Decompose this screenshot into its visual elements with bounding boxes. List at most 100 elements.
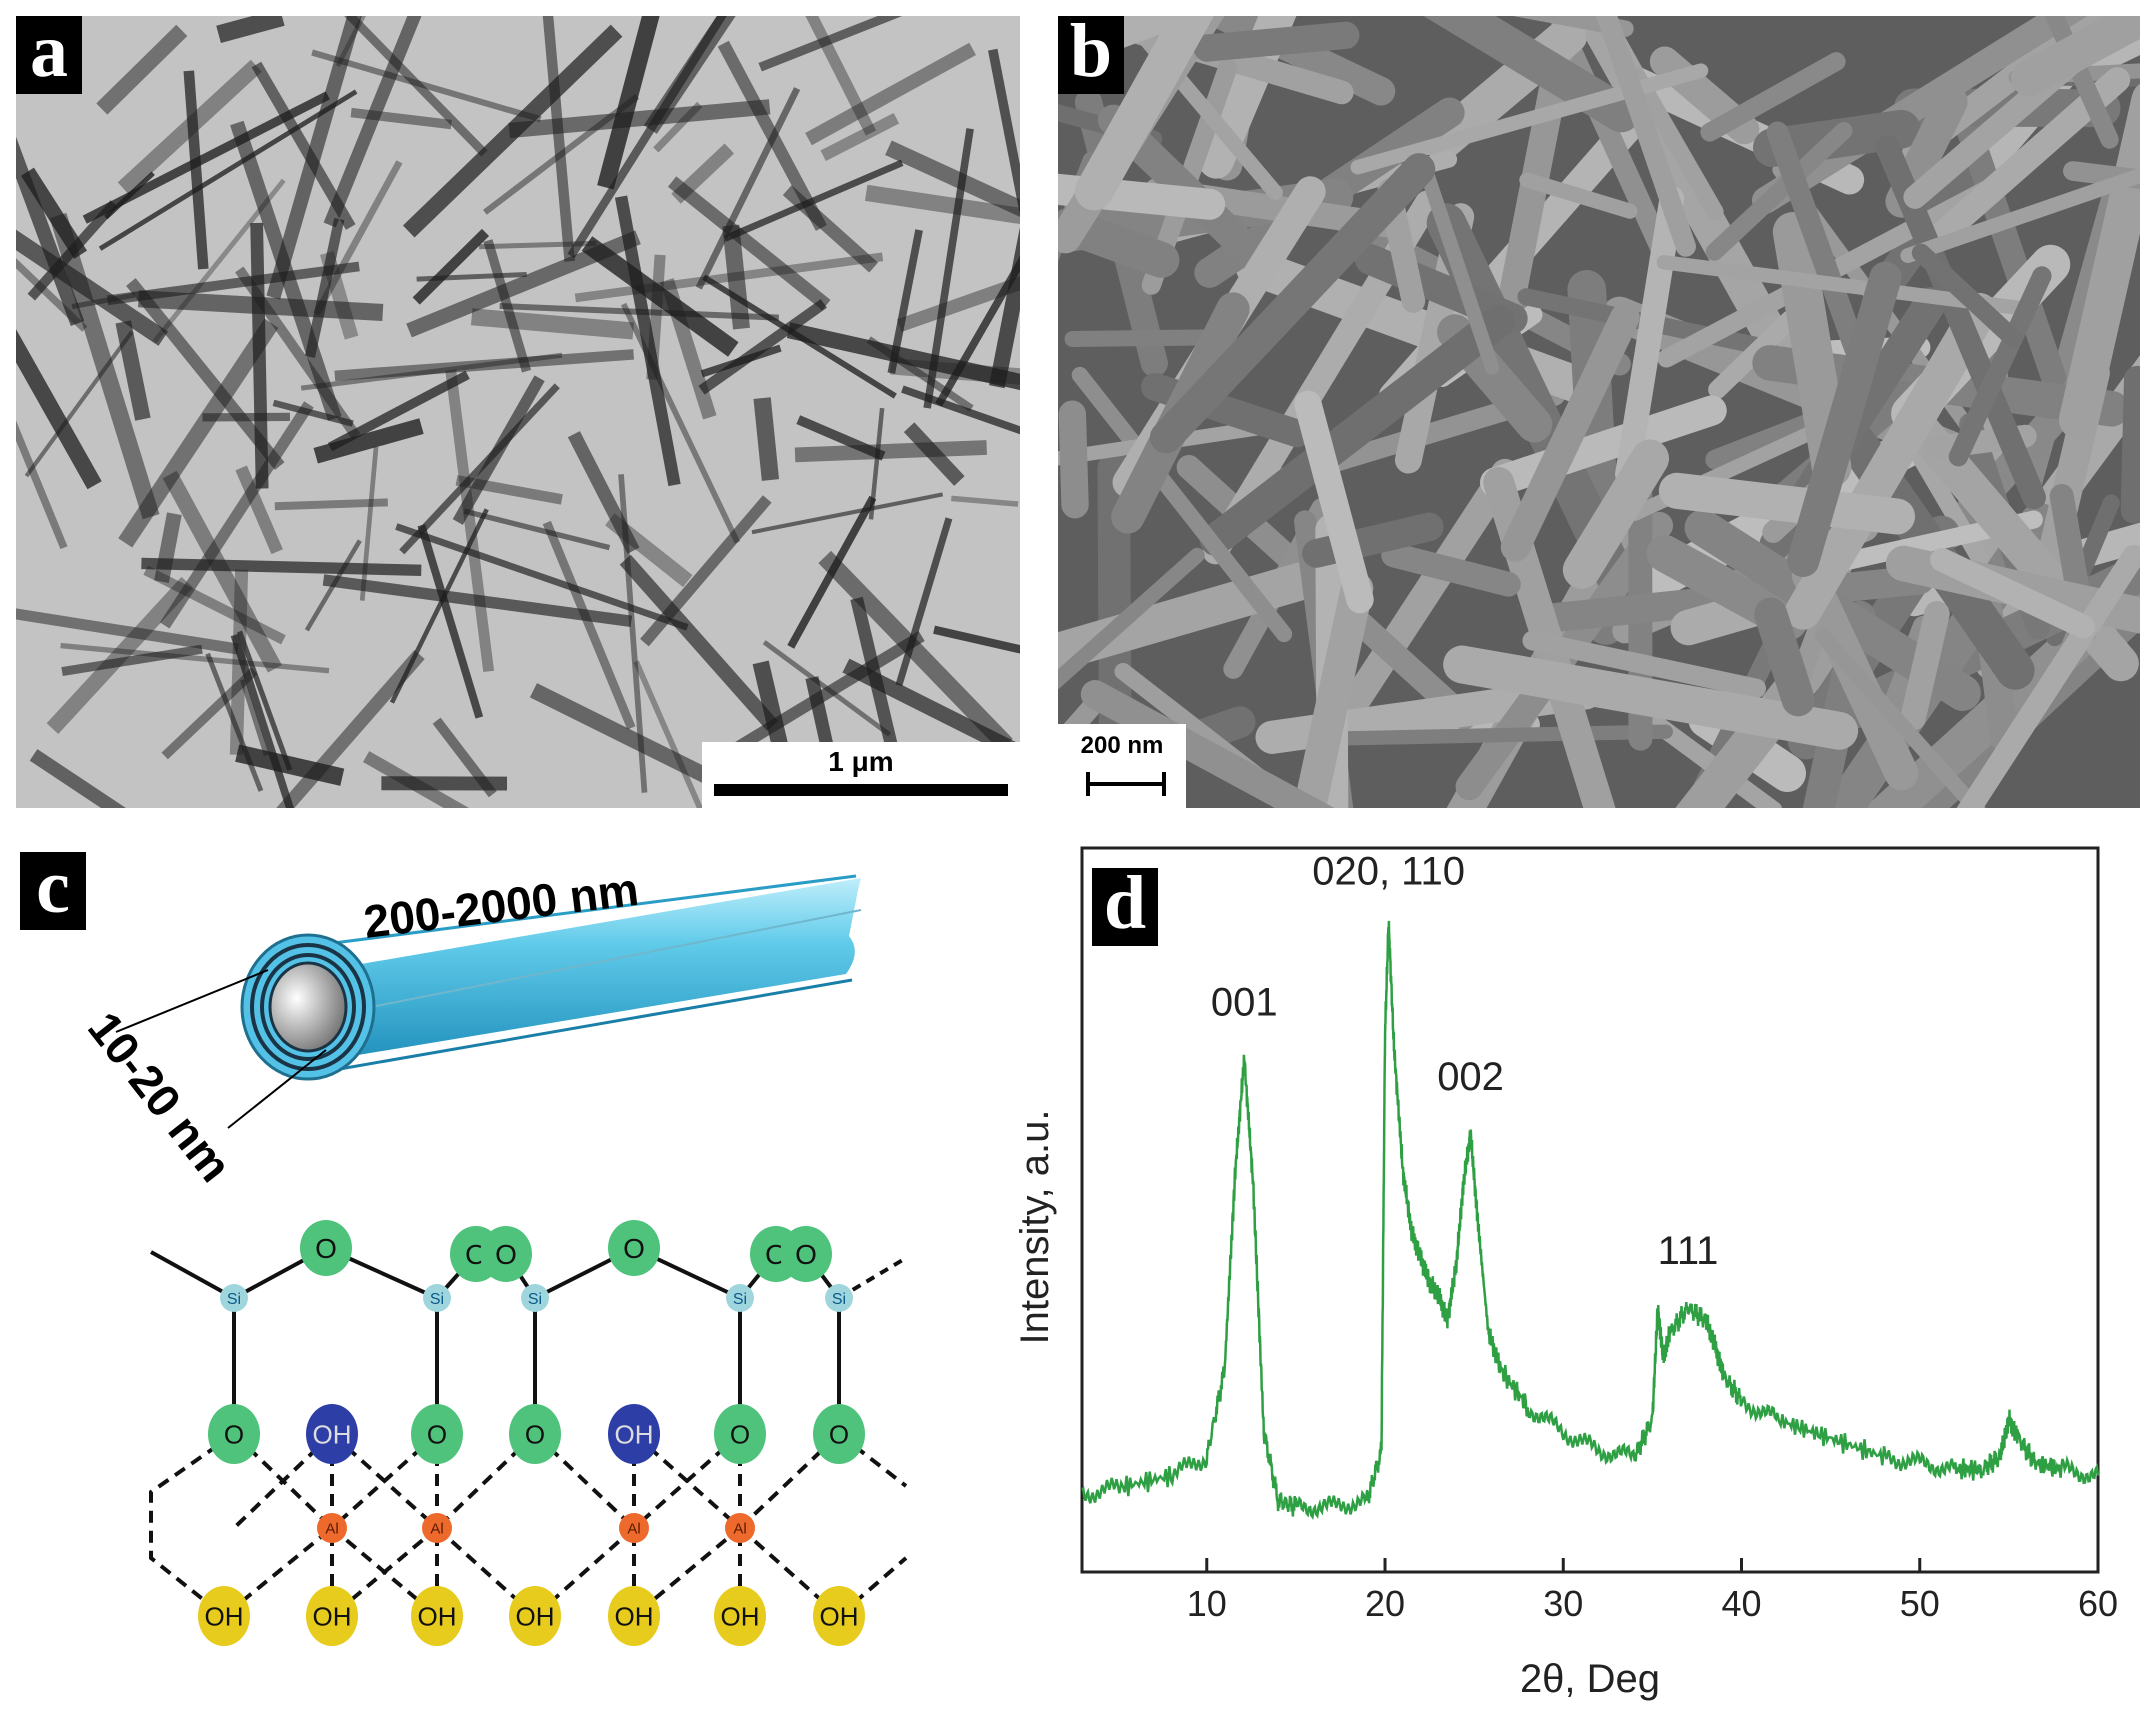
sem-rod bbox=[1615, 185, 1685, 487]
scale-bar-b-tick-left bbox=[1086, 772, 1090, 796]
tem-rod bbox=[567, 431, 640, 554]
tem-rod bbox=[335, 16, 366, 68]
sem-rod bbox=[1948, 266, 2052, 467]
hydroxyl-outer-atom-shape bbox=[306, 1586, 358, 1646]
sem-rod bbox=[1443, 645, 1859, 750]
silicon-atom-shape bbox=[825, 1284, 853, 1312]
tem-rod bbox=[751, 492, 944, 535]
panel-c-letter: c bbox=[20, 852, 86, 930]
sem-rod bbox=[1628, 67, 1724, 221]
silicon-atom-shape bbox=[220, 1284, 248, 1312]
tem-rod bbox=[951, 495, 1019, 507]
oxygen-atom-top-label: O bbox=[623, 1233, 645, 1264]
oxygen-atom-middle-label: O bbox=[730, 1419, 750, 1449]
hydroxyl-outer-atom: OH bbox=[198, 1586, 250, 1646]
tem-rod bbox=[16, 420, 68, 550]
tem-rod bbox=[897, 276, 1020, 333]
tem-rod bbox=[154, 512, 182, 583]
scale-bar-box-a: 1 μm bbox=[702, 742, 1020, 808]
tem-rod bbox=[695, 87, 801, 290]
sem-rod bbox=[1751, 16, 2088, 214]
tem-rod bbox=[567, 16, 727, 259]
silicon-atom: Si bbox=[220, 1284, 248, 1312]
panel-d-xrd-chart: 10 20 30 40 50 60 001 020, 110 002 111 2θ, Deg In… bbox=[1000, 832, 2140, 1708]
aluminium-atom: Al bbox=[619, 1513, 649, 1543]
tube-lumen bbox=[268, 961, 348, 1053]
tube-seam bbox=[345, 909, 862, 1013]
sem-rod bbox=[1708, 310, 1799, 399]
tem-rod bbox=[162, 470, 282, 673]
sem-rod bbox=[1658, 472, 1916, 535]
sem-rod bbox=[1292, 572, 1374, 808]
tem-rod bbox=[327, 370, 470, 452]
tem-rod bbox=[762, 640, 892, 737]
x-axis-label: 2θ, Deg bbox=[1520, 1657, 1660, 1701]
hydroxyl-inner-atom: OH bbox=[306, 1404, 358, 1464]
y-axis-label: Intensity, a.u. bbox=[1013, 1110, 1057, 1345]
sem-rod bbox=[1815, 628, 1986, 808]
tem-rod bbox=[885, 140, 1020, 217]
aluminium-atom-shape bbox=[422, 1513, 452, 1543]
hydroxyl-outer-atom-label: OH bbox=[205, 1601, 244, 1631]
oxygen-atom-middle: O bbox=[208, 1404, 260, 1464]
aluminium-atom-label: Al bbox=[627, 1520, 640, 1537]
scale-bar-box-b: 200 nm bbox=[1058, 724, 1186, 808]
oxygen-atom-top: O bbox=[480, 1226, 532, 1282]
sem-rod bbox=[1058, 400, 1089, 519]
hydroxyl-outer-atom: OH bbox=[714, 1586, 766, 1646]
hydroxyl-outer-atom-label: OH bbox=[516, 1601, 555, 1631]
tem-rod bbox=[16, 229, 168, 346]
sem-rod bbox=[1058, 173, 1226, 220]
tem-rod bbox=[640, 495, 772, 647]
x-tick-label: 60 bbox=[2078, 1583, 2118, 1624]
tem-rod bbox=[901, 385, 1020, 435]
x-tick-label: 40 bbox=[1721, 1583, 1761, 1624]
tem-rod bbox=[304, 218, 345, 359]
tem-rod bbox=[126, 278, 285, 470]
sem-rod bbox=[1058, 547, 1205, 690]
dash-oh2-al34 bbox=[632, 1432, 744, 1618]
panel-b-sem-image: b 200 nm bbox=[1058, 16, 2140, 808]
tem-rod bbox=[470, 308, 634, 340]
tem-rod bbox=[237, 630, 293, 771]
tube-end-wall-2 bbox=[260, 953, 356, 1061]
panel-a-tem-image: a 1 μm bbox=[16, 16, 1020, 808]
tem-rod bbox=[118, 318, 279, 548]
hydroxyl-outer-atom-label: OH bbox=[418, 1601, 457, 1631]
sem-rod bbox=[1074, 16, 1214, 211]
tem-rod bbox=[24, 330, 134, 478]
aluminium-atom-shape bbox=[725, 1513, 755, 1543]
oxygen-atom-middle-shape bbox=[714, 1404, 766, 1464]
sem-rod bbox=[1956, 544, 2140, 808]
tem-rod bbox=[235, 465, 283, 555]
tem-rod bbox=[272, 399, 354, 427]
hydroxyl-outer-atom-shape bbox=[813, 1586, 865, 1646]
tem-rod bbox=[159, 401, 314, 629]
oxygen-atom-middle-shape bbox=[208, 1404, 260, 1464]
tem-rod bbox=[363, 751, 469, 808]
sem-rod bbox=[1596, 16, 1696, 257]
tem-rod bbox=[141, 557, 422, 577]
sem-rod bbox=[1500, 302, 1640, 562]
dash-al4 bbox=[738, 1432, 841, 1618]
oxygen-atom-middle: O bbox=[509, 1404, 561, 1464]
sem-rod bbox=[1064, 329, 1220, 348]
sem-rod bbox=[1705, 121, 1853, 261]
oxygen-atom-top-label: O bbox=[315, 1233, 337, 1264]
hydroxyl-outer-atom: OH bbox=[608, 1586, 660, 1646]
tem-rod bbox=[700, 344, 782, 378]
tem-rod bbox=[300, 352, 563, 391]
tem-rod bbox=[399, 383, 560, 555]
x-tick-label: 30 bbox=[1543, 1583, 1583, 1624]
oxygen-atom-middle: O bbox=[714, 1404, 766, 1464]
sem-rod bbox=[1519, 172, 1638, 219]
hydroxyl-outer-atom: OH bbox=[306, 1586, 358, 1646]
oxygen-atom-top-shape bbox=[780, 1226, 832, 1282]
scale-bar-label-b: 200 nm bbox=[1080, 732, 1164, 759]
tem-rod bbox=[21, 167, 88, 259]
bond-left-stub bbox=[150, 1250, 235, 1300]
sem-micrograph bbox=[1058, 16, 2140, 808]
tem-rod bbox=[412, 228, 490, 305]
nanotube-schematic: 200-2000 nm 10-20 nm bbox=[78, 863, 908, 1646]
panel-a-letter: a bbox=[16, 16, 82, 94]
